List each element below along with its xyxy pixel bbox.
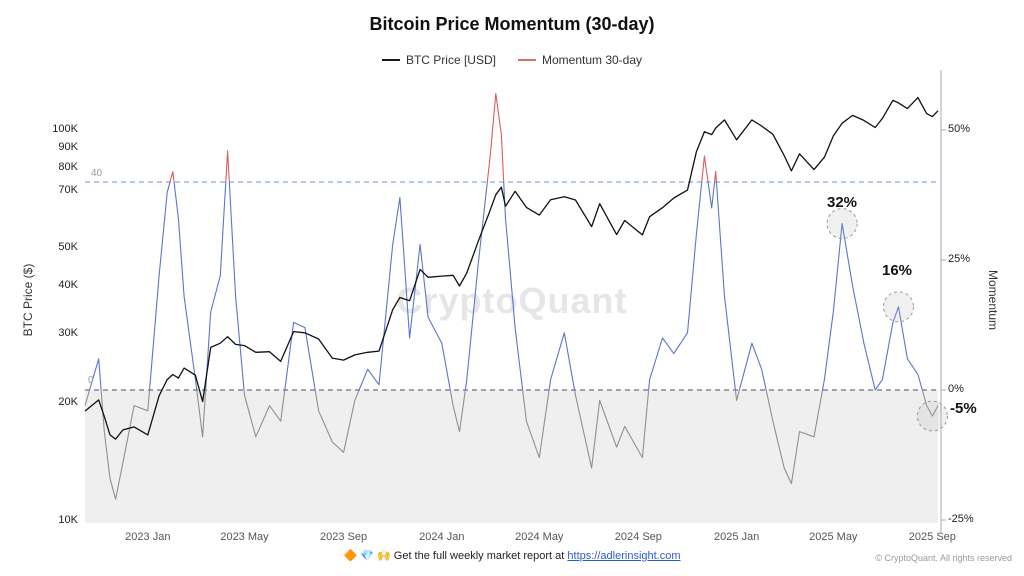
x-tick-label: 2025 Sep	[908, 531, 956, 543]
threshold-40-label: 40	[91, 168, 103, 179]
x-tick-label: 2023 Sep	[319, 531, 368, 543]
y-tick-label-left: 20K	[58, 396, 78, 409]
page-title: Bitcoin Price Momentum (30-day)	[369, 14, 655, 34]
right-axis-title: Momentum	[986, 269, 1000, 331]
y-tick-label-left: 100K	[52, 123, 78, 135]
y-tick-label-left: 70K	[58, 183, 78, 196]
y-tick-label-left: 80K	[58, 160, 78, 173]
x-tick-label: 2025 May	[809, 531, 858, 543]
x-tick-label: 2024 May	[515, 531, 564, 543]
x-tick-label: 2024 Jan	[419, 531, 465, 543]
report-link[interactable]: https://adlerinsight.com	[567, 550, 681, 562]
y-tick-label-left: 40K	[58, 278, 78, 291]
copyright-notice: © CryptoQuant. All rights reserved	[875, 553, 1012, 563]
raised-hands-icon: 🙌	[377, 550, 391, 562]
x-tick-label: 2025 Jan	[713, 531, 760, 543]
legend-item-momentum: Momentum 30-day	[517, 53, 643, 67]
legend: BTC Price [USD] Momentum 30-day	[0, 53, 1024, 67]
x-tick-label: 2023 May	[220, 531, 269, 543]
y-tick-label-right: 0%	[948, 383, 964, 395]
price-line-swatch-icon	[381, 59, 400, 61]
x-tick-label: 2024 Sep	[614, 531, 662, 543]
footer-text: Get the full weekly market report at	[393, 550, 565, 562]
legend-label-btc-price: BTC Price [USD]	[405, 53, 496, 67]
footer-promo: 🔶 💎 🙌 Get the full weekly market report …	[0, 549, 1024, 562]
y-tick-label-right: 25%	[948, 253, 971, 265]
annotation-32pct: 32%	[826, 194, 858, 211]
y-tick-label-left: 10K	[58, 514, 78, 526]
y-tick-label-left: 30K	[58, 327, 78, 340]
momentum-line-swatch-icon	[517, 59, 536, 61]
orange-diamond-icon: 🔶	[343, 550, 358, 562]
y-tick-label-right: 50%	[948, 123, 971, 135]
legend-item-btc-price: BTC Price [USD]	[381, 53, 496, 67]
gem-icon: 💎	[360, 550, 374, 562]
y-tick-label-left: 90K	[58, 140, 78, 153]
threshold-0-label: 0	[88, 375, 94, 386]
x-tick-label: 2023 Jan	[125, 531, 171, 543]
legend-label-momentum: Momentum 30-day	[541, 53, 643, 67]
y-tick-label-right: -25%	[948, 513, 974, 525]
annotation-neg5pct: -5%	[950, 400, 977, 417]
annotation-16pct: 16%	[881, 262, 913, 279]
left-axis-title: BTC Price ($)	[21, 263, 35, 337]
y-tick-label-left: 50K	[58, 240, 78, 253]
